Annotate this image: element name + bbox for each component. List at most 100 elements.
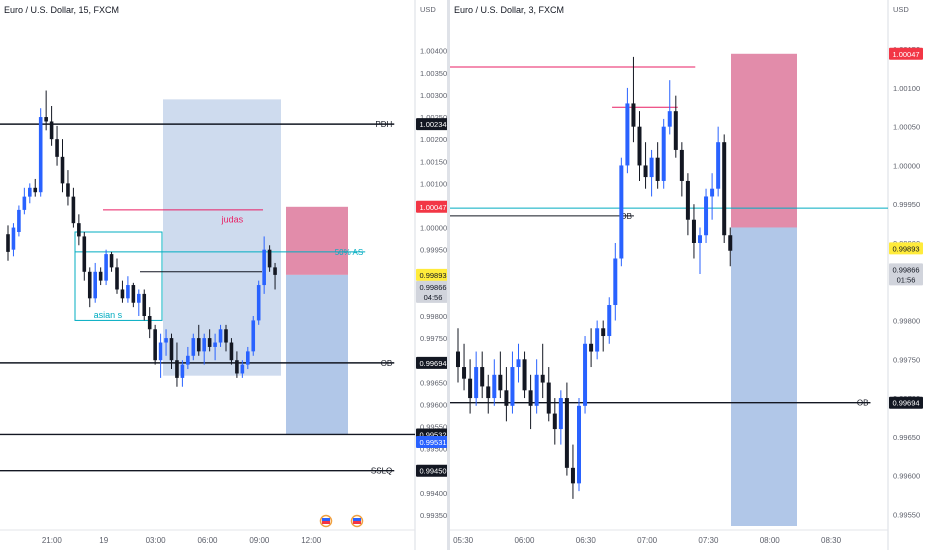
y-tick-label: 1.00250 xyxy=(420,113,447,122)
asian-session-box[interactable] xyxy=(74,231,163,321)
candle xyxy=(601,320,606,352)
candle xyxy=(17,205,21,237)
candle xyxy=(704,188,709,243)
candle xyxy=(131,282,136,308)
candle xyxy=(22,187,27,215)
candle xyxy=(224,324,228,352)
candle xyxy=(66,170,70,206)
candle xyxy=(44,90,48,131)
candle xyxy=(180,360,185,387)
candle xyxy=(673,95,678,158)
y-tick-label: 1.00200 xyxy=(420,135,447,144)
candle xyxy=(38,108,43,197)
candle xyxy=(120,280,125,303)
candle xyxy=(468,359,473,414)
candle xyxy=(267,245,272,272)
target-zone[interactable] xyxy=(286,274,348,435)
candle xyxy=(11,223,16,257)
stop-zone[interactable] xyxy=(731,53,797,228)
target-zone[interactable] xyxy=(731,227,797,526)
x-tick-label: 05:30 xyxy=(453,536,474,545)
svg-text:1.00047: 1.00047 xyxy=(419,203,446,212)
y-tick-label: 1.00150 xyxy=(420,157,447,166)
svg-text:01:56: 01:56 xyxy=(897,275,916,284)
chart-annotation: judas xyxy=(221,214,244,224)
candle xyxy=(480,351,485,399)
level-label: OB xyxy=(857,399,869,408)
candle xyxy=(49,106,54,146)
candle xyxy=(115,258,119,294)
candle xyxy=(691,204,696,259)
x-tick-label: 19 xyxy=(99,536,108,545)
svg-text:1.00234: 1.00234 xyxy=(419,120,446,129)
candle xyxy=(55,125,59,166)
y-tick-label: 0.99500 xyxy=(420,445,447,454)
candle xyxy=(522,351,527,399)
candle xyxy=(256,280,261,325)
candle xyxy=(213,333,217,361)
axis-unit: USD xyxy=(420,5,436,14)
candle xyxy=(619,157,624,267)
svg-text:0.99694: 0.99694 xyxy=(892,399,919,408)
candle xyxy=(643,142,648,189)
y-tick-label: 1.00100 xyxy=(420,179,447,188)
y-tick-label: 0.99800 xyxy=(893,317,920,326)
candle xyxy=(504,367,509,422)
x-tick-label: 12:00 xyxy=(301,536,322,545)
level-label: OB xyxy=(620,212,632,221)
chart-title: Euro / U.S. Dollar, 15, FXCM xyxy=(4,5,120,15)
candle xyxy=(77,214,81,246)
price-badge: 0.99893 xyxy=(889,242,923,255)
candle xyxy=(147,307,152,339)
pane-divider[interactable] xyxy=(447,0,450,550)
svg-text:0.99893: 0.99893 xyxy=(892,244,919,253)
y-tick-label: 0.99950 xyxy=(893,200,920,209)
price-badge: 0.99694 xyxy=(416,356,447,369)
x-tick-label: 08:00 xyxy=(760,536,781,545)
candle xyxy=(164,329,168,356)
candle xyxy=(534,359,539,414)
chart-pane-15m[interactable]: PDH OB SSLQ 50% AS asian s judas USD 1.00400 1.0… xyxy=(0,0,447,550)
candle xyxy=(158,333,163,378)
x-tick-label: 09:00 xyxy=(249,536,270,545)
stop-zone[interactable] xyxy=(286,206,348,275)
chart-pane-3m[interactable]: OBOBUSD1.001501.001001.000501.000000.999… xyxy=(450,0,932,550)
y-tick-label: 0.99600 xyxy=(420,400,447,409)
candle xyxy=(82,232,87,281)
chart-canvas[interactable]: OBOBUSD1.001501.001001.000501.000000.999… xyxy=(450,0,932,550)
candle xyxy=(251,316,256,356)
x-tick-label: 07:30 xyxy=(698,536,719,545)
price-badge: 0.99450 xyxy=(416,464,447,477)
candle xyxy=(540,343,545,399)
candle xyxy=(137,289,141,316)
candle xyxy=(169,333,174,370)
y-tick-label: 1.00000 xyxy=(893,161,920,170)
y-tick-label: 0.99950 xyxy=(420,246,447,255)
candle xyxy=(93,262,97,303)
candle xyxy=(577,398,581,492)
svg-text:0.99450: 0.99450 xyxy=(419,467,446,476)
y-tick-label: 1.00400 xyxy=(420,47,447,56)
candle xyxy=(716,126,721,197)
candle xyxy=(262,236,266,294)
level-label: OB xyxy=(381,359,393,368)
economic-event-icon[interactable] xyxy=(319,514,333,528)
economic-event-icon[interactable] xyxy=(350,514,364,528)
candle xyxy=(710,173,715,220)
chart-canvas[interactable]: PDH OB SSLQ 50% AS asian s judas USD 1.00400 1.0… xyxy=(0,0,447,550)
candle xyxy=(142,289,147,321)
candle xyxy=(456,328,460,383)
y-tick-label: 0.99550 xyxy=(893,510,920,519)
chart-title: Euro / U.S. Dollar, 3, FXCM xyxy=(454,5,565,15)
candle xyxy=(202,333,206,365)
candle xyxy=(649,149,654,197)
candle xyxy=(240,360,245,378)
candle xyxy=(564,382,569,476)
candle xyxy=(273,262,277,290)
price-badge: 1.00047 xyxy=(889,47,923,60)
candle xyxy=(558,390,563,445)
candle xyxy=(655,142,660,189)
candle xyxy=(607,297,612,344)
svg-text:0.99531: 0.99531 xyxy=(419,438,446,447)
